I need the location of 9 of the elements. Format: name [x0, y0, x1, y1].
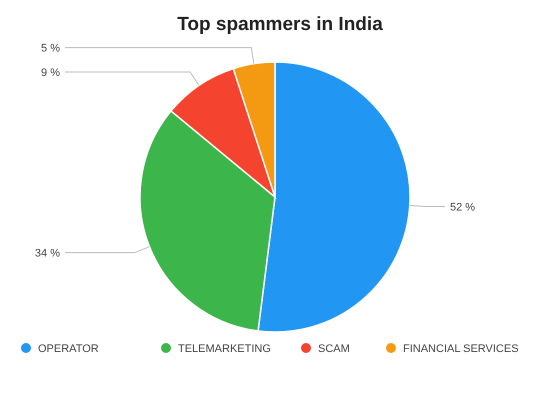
data-label: 9 % — [41, 66, 60, 79]
chart-title: Top spammers in India — [177, 14, 384, 35]
legend-label: SCAM — [318, 343, 350, 355]
data-label: 34 % — [34, 248, 60, 260]
legend-label: TELEMARKETING — [178, 343, 271, 355]
data-label: 5 % — [41, 42, 60, 55]
legend-label: OPERATOR — [38, 343, 99, 355]
data-label: 52 % — [450, 201, 476, 214]
legend-label: FINANCIAL SERVICES — [403, 343, 519, 355]
